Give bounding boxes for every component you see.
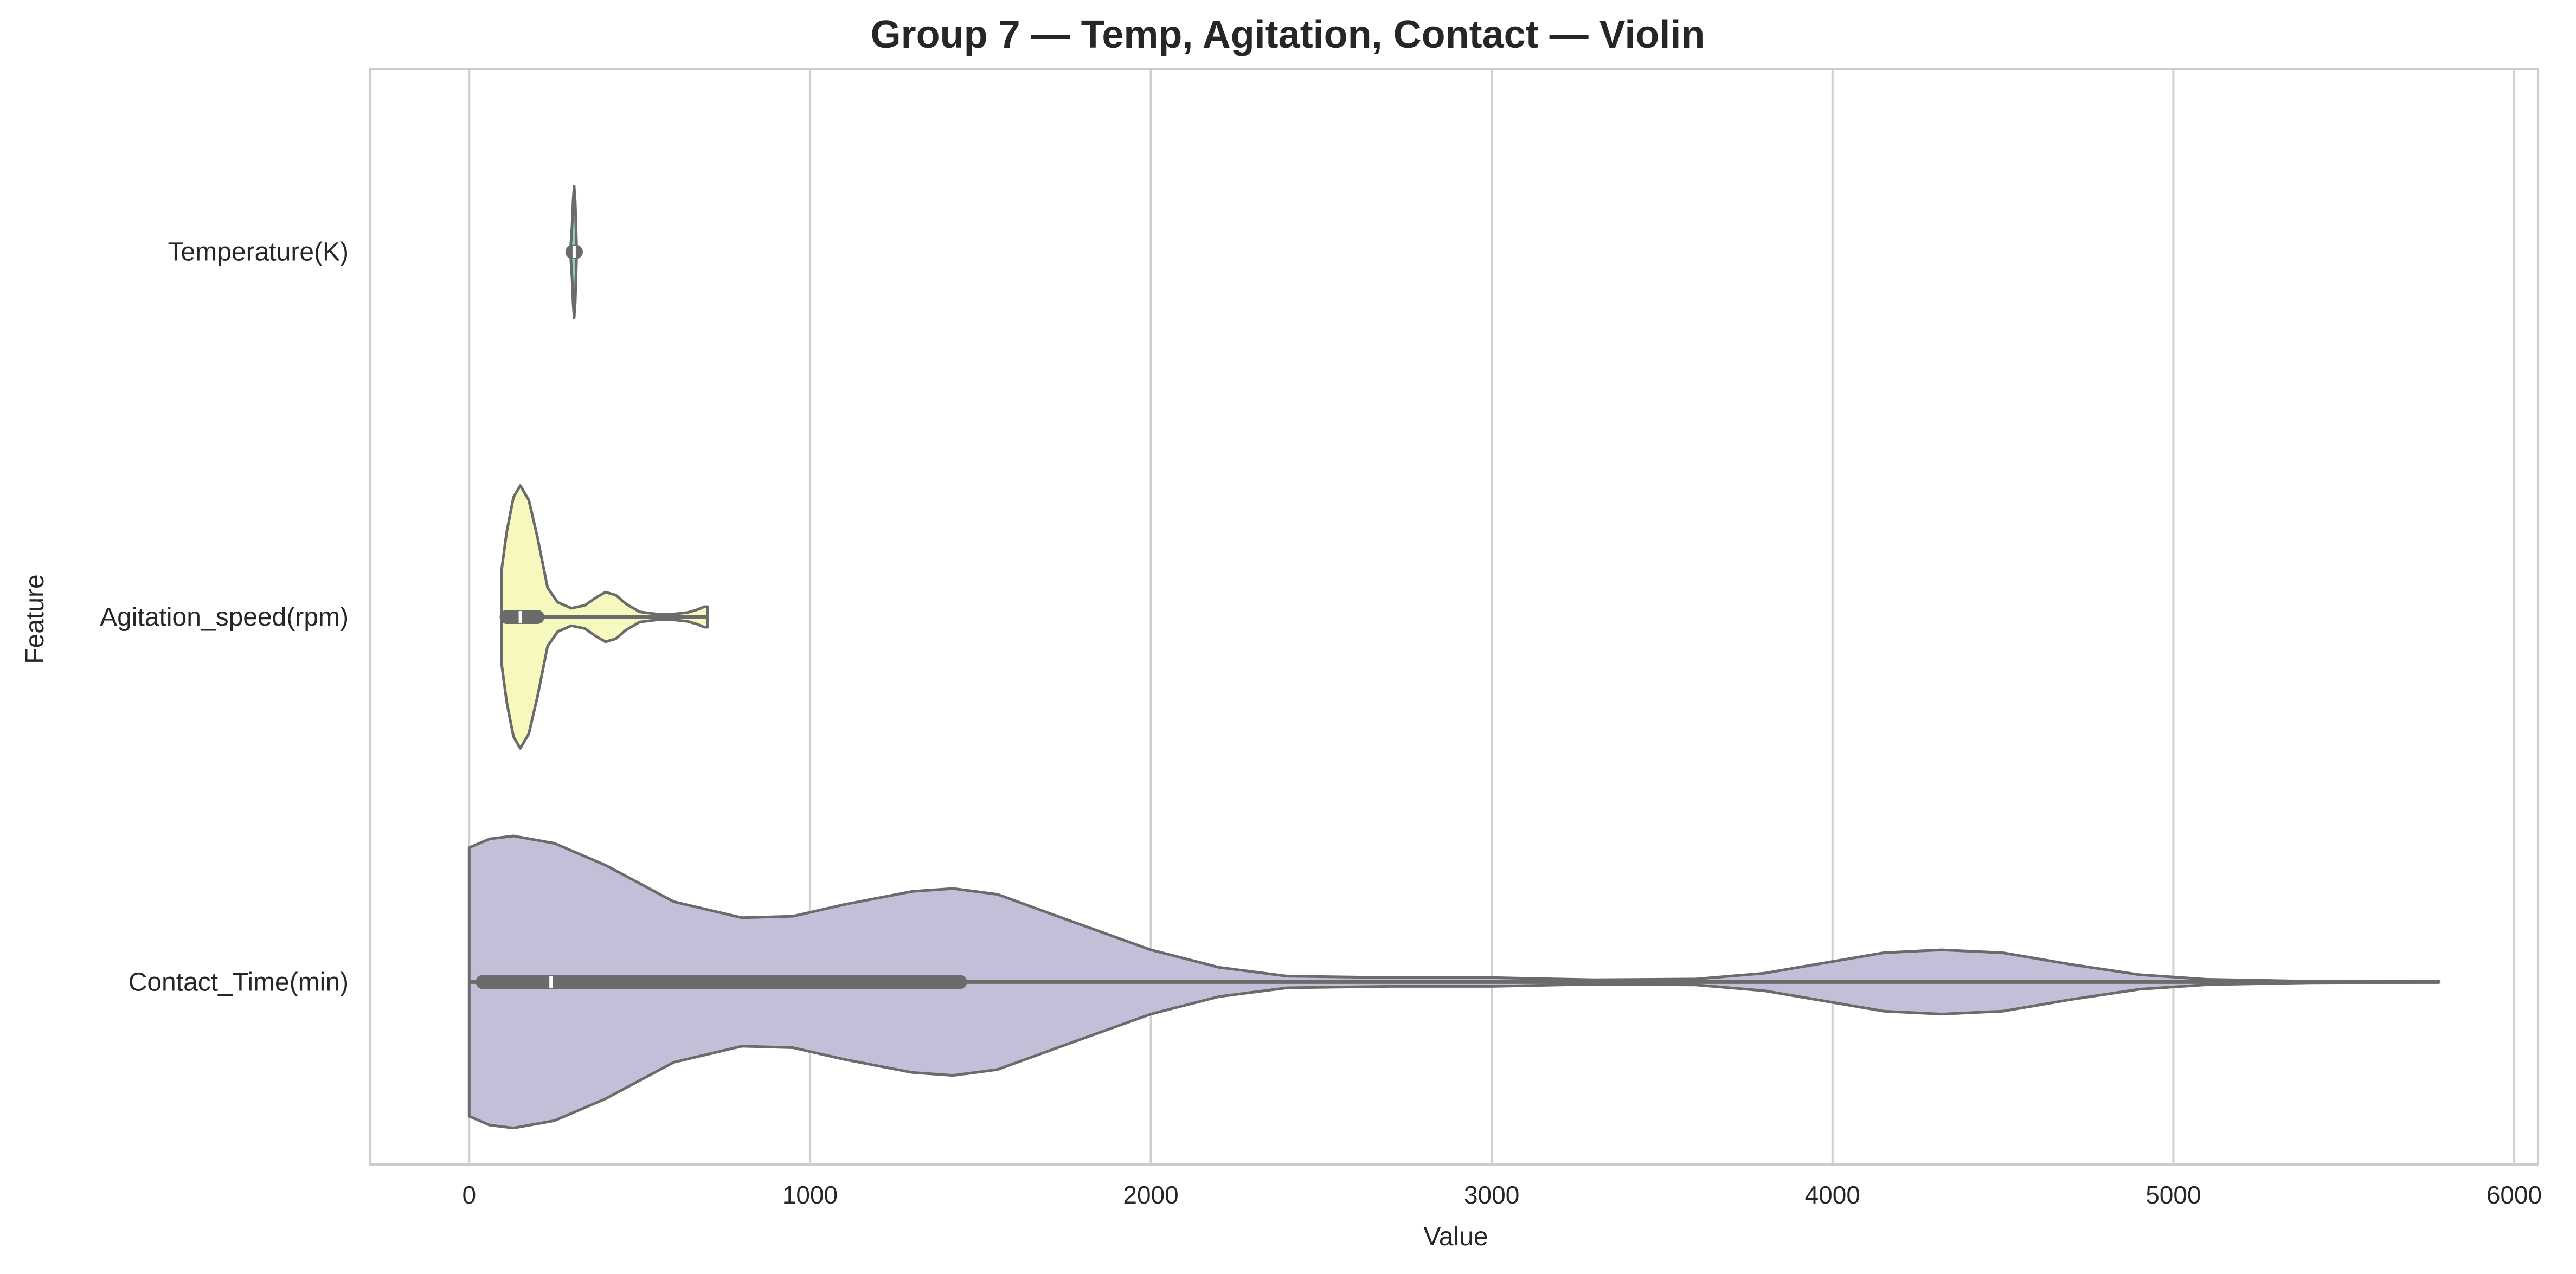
x-tick-label: 0	[462, 1181, 477, 1209]
violin-contact-time-min-	[467, 834, 2441, 1130]
violins	[467, 185, 2441, 1130]
y-tick-label: Contact_Time(min)	[129, 968, 349, 996]
chart-title: Group 7 — Temp, Agitation, Contact — Vio…	[871, 13, 1705, 56]
x-tick-label: 3000	[1464, 1181, 1519, 1209]
x-tick-label: 6000	[2487, 1181, 2542, 1209]
y-tick-label: Temperature(K)	[168, 238, 349, 267]
y-axis-label: Feature	[21, 574, 49, 664]
axis-ticks: 0 1000 2000 3000 4000 5000 6000 Temperature(K) A…	[100, 238, 2542, 1209]
x-axis-label: Value	[1423, 1222, 1488, 1251]
violin-agitation-speed-rpm-	[499, 484, 709, 750]
y-tick-label: Agitation_speed(rpm)	[100, 603, 349, 632]
x-tick-label: 4000	[1805, 1181, 1860, 1209]
x-tick-label: 1000	[782, 1181, 838, 1209]
violin-temperature-k-	[565, 185, 583, 319]
plot-frame	[369, 68, 2539, 1166]
grid-lines	[468, 69, 2515, 1164]
x-tick-label: 5000	[2145, 1181, 2201, 1209]
x-tick-label: 2000	[1123, 1181, 1178, 1209]
